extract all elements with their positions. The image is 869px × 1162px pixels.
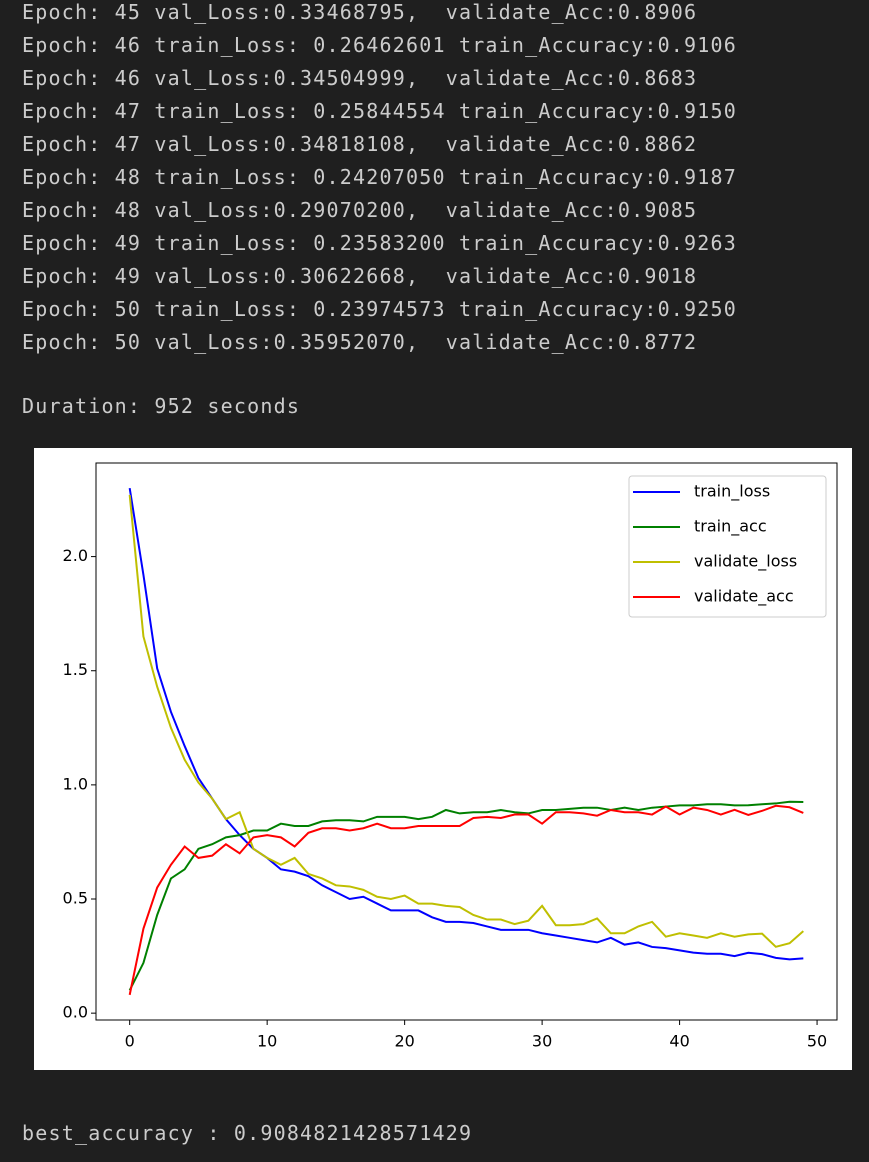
- legend-label: train_loss: [694, 482, 770, 502]
- log-line: Epoch: 49 val_Loss:0.30622668, validate_…: [22, 264, 698, 288]
- log-line: Epoch: 46 train_Loss: 0.26462601 train_A…: [22, 33, 738, 57]
- log-line: Epoch: 49 train_Loss: 0.23583200 train_A…: [22, 231, 738, 255]
- log-line: Epoch: 45 val_Loss:0.33468795, validate_…: [22, 0, 698, 24]
- x-tick-label: 50: [807, 1032, 827, 1051]
- log-line: Epoch: 48 train_Loss: 0.24207050 train_A…: [22, 165, 738, 189]
- result: best_accuracy : 0.9084821428571429: [22, 1121, 473, 1145]
- log-line: Epoch: 46 val_Loss:0.34504999, validate_…: [22, 66, 698, 90]
- x-tick-label: 20: [394, 1032, 414, 1051]
- y-tick-label: 1.5: [63, 660, 88, 679]
- log-line: Epoch: 47 val_Loss:0.34818108, validate_…: [22, 132, 698, 156]
- y-tick-label: 2.0: [63, 546, 88, 565]
- log-line: Epoch: 50 val_Loss:0.35952070, validate_…: [22, 330, 698, 354]
- legend-label: validate_acc: [694, 587, 794, 607]
- legend-label: train_acc: [694, 517, 767, 537]
- series-line: [128, 800, 804, 991]
- x-tick-label: 0: [125, 1032, 135, 1051]
- series-line: [128, 487, 804, 961]
- plot-frame: [95, 462, 838, 1021]
- y-tick-label: 0.5: [63, 889, 88, 908]
- y-tick-label: 0.0: [63, 1003, 88, 1022]
- duration: Duration: 952 seconds: [22, 394, 301, 418]
- series-line: [128, 494, 804, 948]
- log-line: Epoch: 50 train_Loss: 0.23974573 train_A…: [22, 297, 738, 321]
- log-line: Epoch: 48 val_Loss:0.29070200, validate_…: [22, 198, 698, 222]
- x-tick-label: 10: [257, 1032, 277, 1051]
- legend-label: validate_loss: [694, 552, 797, 572]
- series-line: [128, 804, 804, 996]
- x-tick-label: 30: [532, 1032, 552, 1051]
- chart: 0.0 0.5 1.0 1.5 2.0 0 10 20 30 40 50 train_losstrai…: [34, 448, 852, 1070]
- legend-box: [628, 475, 827, 618]
- x-tick-label: 40: [669, 1032, 689, 1051]
- y-tick-label: 1.0: [63, 774, 88, 793]
- log-line: Epoch: 47 train_Loss: 0.25844554 train_A…: [22, 99, 738, 123]
